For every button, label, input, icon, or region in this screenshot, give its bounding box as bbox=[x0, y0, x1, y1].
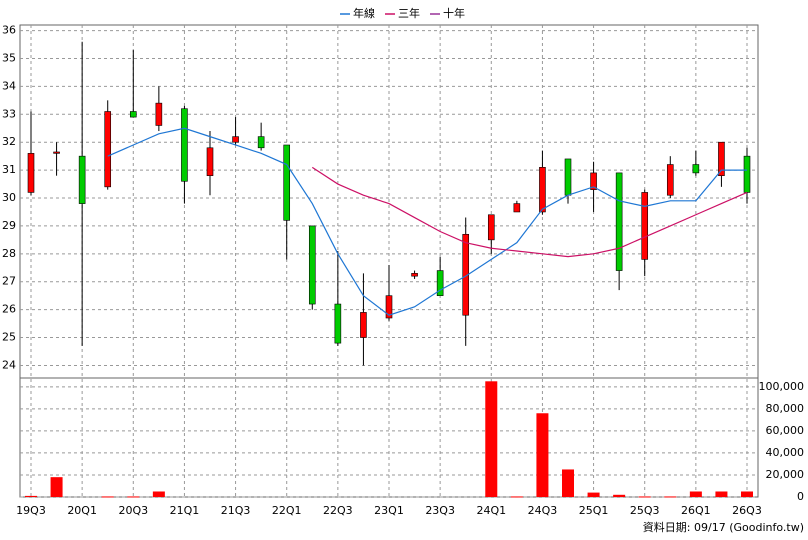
volume-bar bbox=[485, 381, 498, 497]
volume-bar bbox=[741, 491, 753, 497]
candle-body bbox=[564, 158, 572, 196]
volume-bar bbox=[664, 496, 677, 498]
candle-body bbox=[436, 270, 444, 296]
y2-tick-label: 0 bbox=[797, 490, 804, 503]
x-tick-label: 19Q3 bbox=[16, 504, 46, 517]
legend-label: 十年 bbox=[443, 6, 465, 20]
candle-body bbox=[539, 167, 546, 213]
candle-body bbox=[718, 141, 725, 176]
y-tick-label: 33 bbox=[2, 107, 16, 120]
x-tick-label: 25Q1 bbox=[579, 504, 609, 517]
volume-bar bbox=[50, 477, 63, 497]
candle-body bbox=[385, 295, 393, 319]
candle-body bbox=[360, 312, 367, 338]
volume-bar bbox=[152, 491, 165, 497]
y2-tick-label: 60,000 bbox=[766, 424, 805, 437]
legend-label: 年線 bbox=[353, 6, 375, 20]
candle-body bbox=[666, 164, 674, 196]
x-tick-label: 24Q3 bbox=[528, 504, 558, 517]
x-tick-label: 21Q3 bbox=[221, 504, 251, 517]
candle-body bbox=[615, 172, 623, 271]
x-tick-label: 22Q3 bbox=[323, 504, 353, 517]
candle-body bbox=[155, 102, 163, 126]
y-tick-label: 29 bbox=[2, 219, 16, 232]
y2-tick-label: 100,000 bbox=[759, 380, 805, 393]
y-tick-label: 35 bbox=[2, 51, 16, 64]
volume-bar bbox=[510, 496, 523, 498]
volume-bar bbox=[587, 492, 600, 497]
candle-body bbox=[487, 214, 495, 241]
ma-line bbox=[311, 166, 748, 258]
x-tick-label: 26Q3 bbox=[732, 504, 762, 517]
y2-tick-label: 40,000 bbox=[766, 446, 805, 459]
volume-bar bbox=[689, 491, 702, 497]
x-tick-label: 20Q1 bbox=[67, 504, 97, 517]
legend-label: 三年 bbox=[398, 6, 420, 20]
y2-tick-label: 20,000 bbox=[766, 468, 805, 481]
y-tick-label: 24 bbox=[2, 358, 16, 371]
y-tick-label: 25 bbox=[2, 331, 16, 344]
x-tick-label: 23Q1 bbox=[374, 504, 404, 517]
volume-bar bbox=[127, 496, 140, 498]
x-tick-label: 20Q3 bbox=[118, 504, 148, 517]
x-tick-label: 26Q1 bbox=[681, 504, 711, 517]
x-tick-label: 24Q1 bbox=[476, 504, 506, 517]
volume-bar bbox=[638, 496, 651, 498]
candle-body bbox=[257, 136, 265, 149]
footer-note: 資料日期: 09/17 (Goodinfo.tw) bbox=[643, 520, 804, 534]
candle-body bbox=[232, 136, 239, 143]
candle-body bbox=[411, 273, 418, 277]
y2-tick-label: 80,000 bbox=[766, 402, 805, 415]
y-tick-label: 27 bbox=[2, 275, 16, 288]
candle-body bbox=[206, 147, 214, 176]
y-tick-label: 26 bbox=[2, 303, 16, 316]
volume-bar bbox=[101, 496, 114, 498]
candle-body bbox=[692, 164, 700, 174]
candle-body bbox=[641, 192, 649, 260]
y-tick-label: 36 bbox=[2, 24, 16, 37]
x-tick-label: 23Q3 bbox=[425, 504, 455, 517]
ma-line bbox=[107, 127, 747, 316]
candle-body bbox=[283, 144, 291, 221]
y-tick-label: 28 bbox=[2, 247, 16, 260]
x-tick-label: 25Q3 bbox=[630, 504, 660, 517]
candle-body bbox=[513, 203, 521, 213]
x-tick-label: 22Q1 bbox=[272, 504, 302, 517]
volume-bar bbox=[715, 491, 728, 497]
volume-bar bbox=[536, 413, 549, 497]
candle-body bbox=[308, 225, 316, 305]
volume-bar bbox=[25, 495, 37, 497]
candle-body bbox=[743, 155, 751, 193]
y-tick-label: 32 bbox=[2, 135, 16, 148]
candle-body bbox=[334, 303, 342, 344]
candle-body bbox=[53, 151, 60, 154]
y-tick-label: 34 bbox=[2, 79, 16, 92]
candle-body bbox=[181, 108, 188, 182]
candle-body bbox=[129, 111, 137, 118]
y-tick-label: 30 bbox=[2, 191, 16, 204]
candle-body bbox=[78, 155, 86, 204]
y-tick-label: 31 bbox=[2, 163, 16, 176]
volume-bar bbox=[613, 494, 626, 497]
candle-body bbox=[104, 111, 112, 188]
volume-bar bbox=[562, 469, 574, 497]
candle-body bbox=[590, 172, 597, 190]
x-tick-label: 21Q1 bbox=[170, 504, 200, 517]
candle-body bbox=[27, 153, 35, 193]
